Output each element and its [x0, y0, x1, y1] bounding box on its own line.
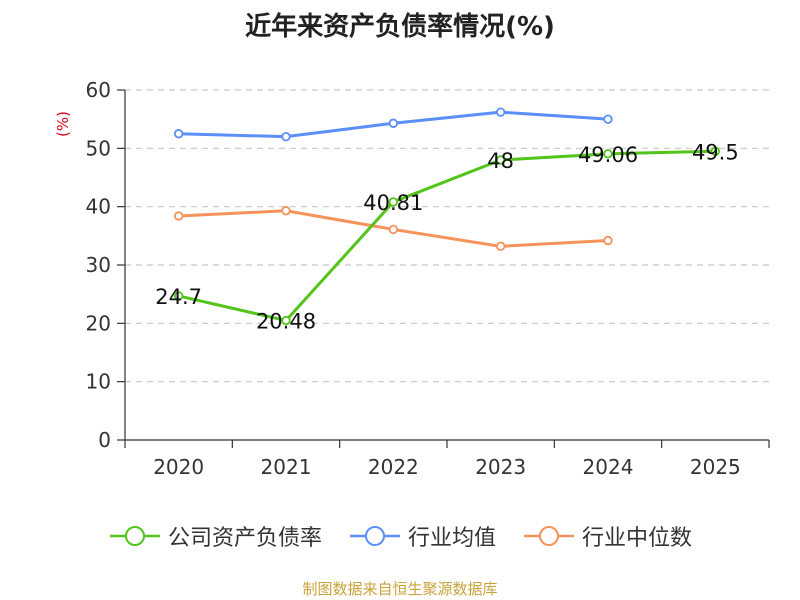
x-tick-label: 2022	[368, 455, 419, 479]
data-point	[495, 107, 506, 117]
y-tick-label: 10	[86, 370, 111, 394]
x-tick-label: 2021	[261, 455, 312, 479]
data-point	[281, 206, 291, 216]
data-point	[173, 129, 184, 139]
data-label: 48	[487, 149, 514, 173]
data-point	[388, 197, 399, 207]
legend-label: 行业中位数	[582, 526, 693, 551]
data-source-note: 制图数据来自恒生聚源数据库	[302, 580, 498, 598]
legend-marker	[539, 526, 559, 546]
x-tick-label: 2020	[153, 455, 204, 479]
data-point	[388, 118, 399, 128]
x-tick-label: 2024	[583, 455, 634, 479]
data-point	[281, 315, 291, 326]
series-line	[178, 149, 716, 323]
legend-item: 公司资产负债率	[108, 520, 322, 552]
legend-item: 行业中位数	[522, 520, 692, 552]
y-tick-label: 30	[86, 253, 111, 277]
data-point	[495, 155, 506, 165]
legend-label: 公司资产负债率	[167, 526, 322, 551]
y-tick-label: 40	[86, 195, 111, 219]
legend-symbol	[349, 526, 400, 546]
legend: 公司资产负债率 行业均值 行业中位数	[0, 520, 800, 552]
data-point	[603, 235, 613, 246]
x-tick-label: 2023	[475, 455, 526, 479]
data-point	[281, 131, 291, 142]
data-label: 49.06	[578, 143, 638, 167]
chart-title: 近年来资产负债率情况(%)	[245, 12, 555, 42]
data-point	[495, 241, 506, 252]
data-label: 40.81	[363, 191, 423, 215]
data-point	[710, 146, 721, 156]
data-label: 24.7	[155, 285, 202, 309]
y-tick-label: 60	[86, 78, 111, 102]
y-tick-label: 20	[86, 311, 111, 335]
y-axis-label: (%)	[54, 111, 72, 137]
legend-marker	[364, 526, 385, 546]
legend-label: 行业均值	[407, 526, 496, 551]
data-point	[173, 211, 184, 221]
data-point	[603, 114, 613, 124]
y-tick-label: 0	[98, 428, 111, 452]
legend-marker	[124, 526, 145, 546]
data-point	[173, 291, 184, 301]
x-tick-label: 2025	[690, 455, 741, 479]
legend-symbol	[109, 526, 160, 546]
legend-symbol	[524, 526, 574, 546]
y-tick-label: 50	[86, 136, 111, 160]
legend-item: 行业均值	[348, 520, 496, 552]
data-label: 49.5	[692, 140, 739, 164]
data-label: 20.48	[256, 310, 316, 334]
data-point	[603, 149, 613, 159]
data-point	[388, 224, 399, 235]
